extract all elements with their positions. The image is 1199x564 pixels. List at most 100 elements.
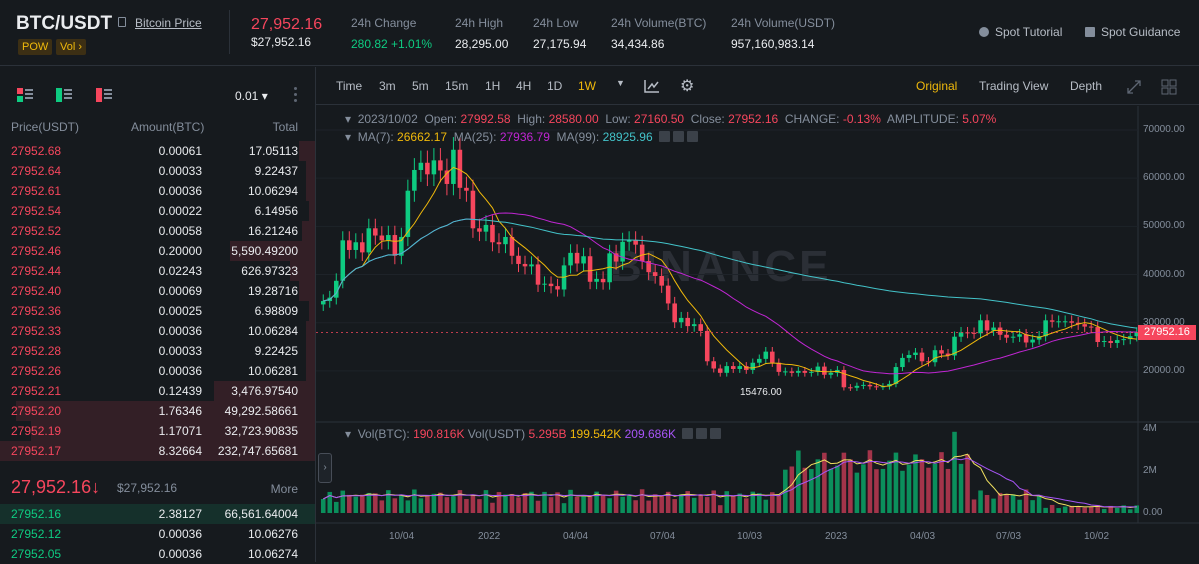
candle-body [431,160,437,175]
volume-bar [711,490,717,513]
interval-15m[interactable]: 15m [445,79,469,93]
ask-row[interactable]: 27952.64 0.00033 9.22437 [0,161,315,181]
layout-grid-icon[interactable] [1161,79,1177,95]
interval-3m[interactable]: 3m [379,79,396,93]
stat-24h-volume-usdt: 24h Volume(USDT) 957,160,983.14 [731,16,835,51]
order-total: 9.22425 [254,344,298,358]
fullscreen-icon[interactable] [1127,80,1141,94]
spot-tutorial-button[interactable]: Spot Tutorial [979,25,1062,39]
interval-1h[interactable]: 1H [485,79,501,93]
order-total: 10.06274 [247,547,298,561]
ask-row[interactable]: 27952.44 0.02243 626.97323 [0,261,315,281]
view-tab-depth[interactable]: Depth [1070,79,1103,93]
more-button[interactable]: More [270,482,298,496]
col-price-header: Price(USDT) [11,120,79,134]
volume-bar [874,469,879,513]
ask-row[interactable]: 27952.20 1.76346 49,292.58661 [0,401,315,421]
candle-body [1095,327,1100,342]
volume-bar [848,459,853,513]
indicators-icon[interactable] [644,79,660,93]
interval-1d[interactable]: 1D [547,79,563,93]
volume-bar [353,496,359,513]
ask-row[interactable]: 27952.54 0.00022 6.14956 [0,201,315,221]
pow-tag[interactable]: POW [18,39,53,55]
volume-bar [724,491,730,513]
scroll-right-button[interactable]: › [318,453,332,483]
interval-5m[interactable]: 5m [412,79,429,93]
stat-value: 28,295.00 [455,37,509,51]
ask-row[interactable]: 27952.46 0.20000 5,590.49200 [0,241,315,261]
volume-bar [815,459,821,513]
settings-icon[interactable] [696,428,708,439]
volume-bar [1056,508,1061,513]
interval-dropdown-icon[interactable]: ▼ [616,78,625,88]
close-icon[interactable] [686,131,698,142]
volume-bar [392,498,398,513]
mid-price-bar: 27,952.16↓ $27,952.16 More [0,473,315,503]
candle-body [730,366,736,369]
ask-row[interactable]: 27952.28 0.00033 9.22425 [0,341,315,361]
ask-row[interactable]: 27952.33 0.00036 10.06284 [0,321,315,341]
volume-bar [1036,495,1042,513]
interval-time[interactable]: Time [336,79,363,93]
order-amount: 1.76346 [158,404,202,418]
volume-bar [1101,508,1107,513]
order-price: 27952.20 [11,404,62,418]
legend-collapse-icon[interactable]: ▾ [345,130,352,144]
ask-row[interactable]: 27952.61 0.00036 10.06294 [0,181,315,201]
ask-row[interactable]: 27952.68 0.00061 17.05113 [0,141,315,161]
candle-body [763,351,769,359]
interval-1w[interactable]: 1W [578,79,596,93]
orderbook-asks-view-icon[interactable] [96,88,112,102]
candle-body [535,264,541,285]
candle-body [1108,341,1113,343]
volume-bar [503,494,508,513]
settings-gear-icon[interactable]: ⚙ [680,78,695,95]
interval-4h[interactable]: 4H [516,79,532,93]
depth-bar [0,441,315,461]
play-icon [979,27,989,37]
bid-row[interactable]: 27952.12 0.00036 10.06276 [0,524,315,544]
ask-row[interactable]: 27952.40 0.00069 19.28716 [0,281,315,301]
coin-price-link[interactable]: Bitcoin Price [135,16,202,30]
volume-bar [828,468,834,513]
stat-value: 957,160,983.14 [731,37,815,51]
settings-icon[interactable] [672,131,684,142]
candle-body [639,244,645,262]
candle-body [320,301,326,305]
volume-bar [867,450,873,513]
order-price: 27952.52 [11,224,62,238]
view-tab-trading-view[interactable]: Trading View [979,79,1049,93]
eye-icon[interactable] [658,131,670,142]
more-options-icon[interactable] [294,87,297,103]
ask-row[interactable]: 27952.36 0.00025 6.98809 [0,301,315,321]
candle-body [451,149,456,184]
view-tab-original[interactable]: Original [916,79,958,93]
ma7-line [323,166,1137,388]
precision-select[interactable]: 0.01 ▾ [235,89,268,103]
depth-bar [230,241,315,261]
vol-tag[interactable]: Vol › [56,39,87,55]
candlestick-chart[interactable] [316,106,1199,562]
volume-bar [783,469,788,513]
candle-body [568,252,573,266]
bid-row[interactable]: 27952.05 0.00036 10.06274 [0,544,315,564]
legend-collapse-icon[interactable]: ▾ [345,112,352,126]
orderbook-both-view-icon[interactable] [17,88,33,102]
close-icon[interactable] [710,428,722,439]
order-price: 27952.61 [11,184,62,198]
orderbook-bids-view-icon[interactable] [56,88,72,102]
ask-row[interactable]: 27952.21 0.12439 3,476.97540 [0,381,315,401]
ask-row[interactable]: 27952.17 8.32664 232,747.65681 [0,441,315,461]
depth-bar [309,201,315,221]
ask-row[interactable]: 27952.19 1.17071 32,723.90835 [0,421,315,441]
pair-title[interactable]: BTC/USDT [16,13,113,34]
spot-guidance-button[interactable]: Spot Guidance [1085,25,1180,39]
ask-row[interactable]: 27952.52 0.00058 16.21246 [0,221,315,241]
ask-row[interactable]: 27952.26 0.00036 10.06281 [0,361,315,381]
depth-bar [299,141,315,161]
candle-body [854,385,860,388]
eye-icon[interactable] [682,428,694,439]
bid-row[interactable]: 27952.16 2.38127 66,561.64004 [0,504,315,524]
legend-collapse-icon[interactable]: ▾ [345,427,352,441]
